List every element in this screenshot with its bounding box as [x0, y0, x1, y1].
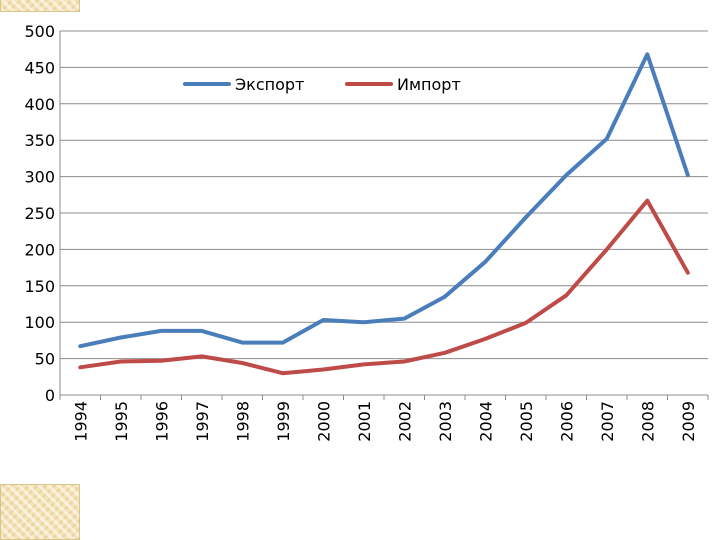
x-tick-label: 2007 [598, 401, 617, 442]
x-tick-label: 2003 [436, 401, 455, 442]
y-tick-label: 450 [24, 58, 55, 77]
series-line-1 [78, 52, 690, 349]
y-tick-label: 100 [24, 313, 55, 332]
x-tick-label: 2001 [355, 401, 374, 442]
x-tick-label: 1999 [274, 401, 293, 442]
y-tick-label: 400 [24, 95, 55, 114]
chart-legend: Экспорт Импорт [183, 75, 461, 94]
x-tick-label: 2005 [517, 401, 536, 442]
x-tick-label: 1997 [193, 401, 212, 442]
y-tick-label: 250 [24, 204, 55, 223]
x-tick-label: 2006 [557, 401, 576, 442]
y-tick-label: 200 [24, 240, 55, 259]
y-tick-label: 50 [35, 350, 55, 369]
y-tick-label: 0 [45, 386, 55, 405]
x-tick-label: 2008 [638, 401, 657, 442]
x-tick-label: 1995 [112, 401, 131, 442]
series-line-2 [78, 198, 690, 376]
y-tick-label: 300 [24, 168, 55, 187]
x-tick-label: 2000 [314, 401, 333, 442]
x-tick-label: 2009 [679, 401, 698, 442]
chart-gridlines [60, 30, 708, 360]
chart-series-lines [78, 52, 690, 376]
y-axis-tick-labels: 0 50 100 150 200 250 300 350 400 450 500 [24, 22, 55, 405]
legend-label-2: Импорт [397, 75, 461, 94]
y-tick-label: 500 [24, 22, 55, 41]
y-tick-label: 350 [24, 131, 55, 150]
x-tick-label: 2004 [476, 401, 495, 442]
x-tick-label: 2002 [395, 401, 414, 442]
y-tick-label: 150 [24, 277, 55, 296]
x-axis-tick-labels: 1994 1995 1996 1997 1998 1999 2000 2001 2002 2003… [71, 401, 698, 442]
decorative-tile-bottom [0, 484, 80, 540]
chart-axes [59, 31, 709, 400]
x-tick-label: 1998 [233, 401, 252, 442]
decorative-tile-top [0, 0, 80, 12]
legend-label-1: Экспорт [235, 75, 304, 94]
x-tick-label: 1996 [152, 401, 171, 442]
x-tick-label: 1994 [71, 401, 90, 442]
